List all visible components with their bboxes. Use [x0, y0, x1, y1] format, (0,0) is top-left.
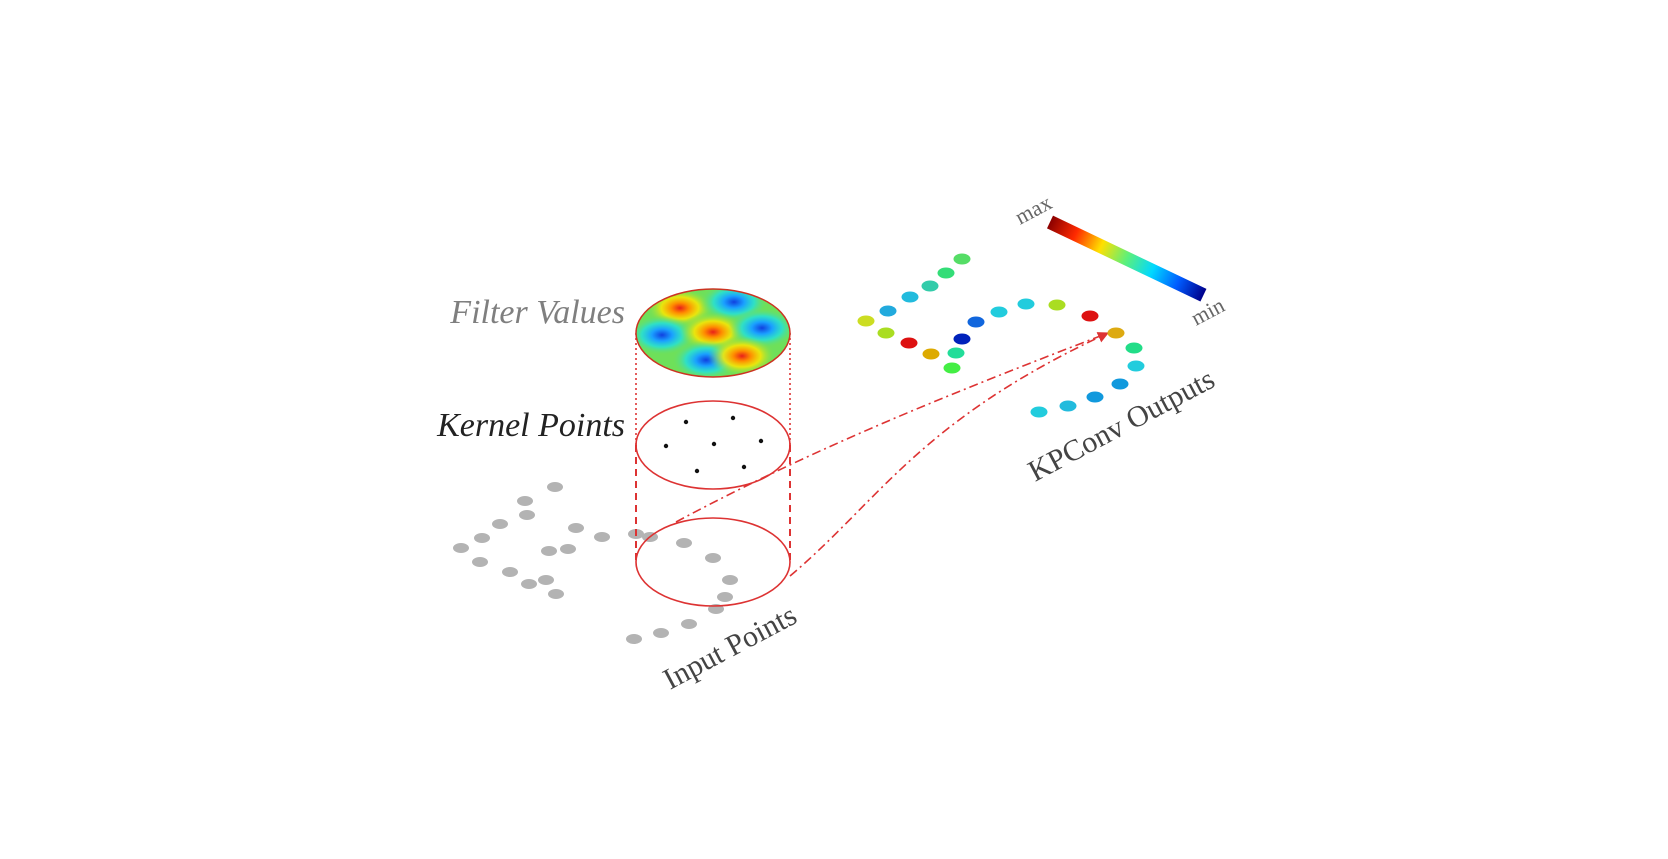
input-point [548, 589, 564, 599]
kernel-point [663, 443, 669, 449]
kernel-point [730, 415, 736, 421]
input-points-group [453, 482, 738, 644]
kpconv-output-point [901, 291, 919, 303]
input-point [492, 519, 508, 529]
input-point [453, 543, 469, 553]
kernel-points-label: Kernel Points [436, 407, 625, 444]
kpconv-output-point [953, 333, 971, 345]
input-points-label: Input Points [658, 599, 802, 697]
input-point [722, 575, 738, 585]
kernel-point [741, 464, 747, 470]
input-point [502, 567, 518, 577]
kpconv-output-point [879, 305, 897, 317]
filter-values-disc [635, 288, 791, 378]
kpconv-output-point [1125, 342, 1143, 354]
kernel-cylinder [635, 288, 791, 607]
input-point [626, 634, 642, 644]
kpconv-output-point [1048, 299, 1066, 311]
kernel-point [683, 419, 689, 425]
input-point [681, 619, 697, 629]
kpconv-output-point [1086, 391, 1104, 403]
input-point [521, 579, 537, 589]
input-point [568, 523, 584, 533]
filter-hot-blob [708, 336, 776, 376]
kpconv-output-point [922, 348, 940, 360]
connector-curve-upper [675, 332, 1109, 523]
input-point [560, 544, 576, 554]
input-point [538, 575, 554, 585]
kernel-point [694, 468, 700, 474]
colorbar-max-label: max [1011, 190, 1056, 230]
kpconv-output-point [1107, 327, 1125, 339]
input-point [517, 496, 533, 506]
input-point [717, 592, 733, 602]
connector-curve-lower [789, 332, 1110, 577]
kernel-points-group [663, 415, 764, 474]
kpconv-output-point [1059, 400, 1077, 412]
input-point [547, 482, 563, 492]
colorbar-min-label: min [1187, 292, 1229, 330]
input-point [519, 510, 535, 520]
input-point [594, 532, 610, 542]
input-point [541, 546, 557, 556]
input-neighborhood-disc [635, 517, 791, 607]
filter-disc-outline [635, 288, 791, 378]
input-point [653, 628, 669, 638]
filter-cold-blob [636, 315, 696, 355]
colorbar: max min [1011, 190, 1229, 331]
kpconv-output-point [900, 337, 918, 349]
kpconv-output-point [947, 347, 965, 359]
kpconv-output-point [1127, 360, 1145, 372]
kernel-point [711, 441, 717, 447]
input-point [676, 538, 692, 548]
kpconv-output-point [1111, 378, 1129, 390]
kpconv-output-point [943, 362, 961, 374]
colorbar-strip [1046, 215, 1207, 302]
input-point [472, 557, 488, 567]
kpconv-output-point [937, 267, 955, 279]
kpconv-output-point [877, 327, 895, 339]
kpconv-output-points-group [857, 253, 1145, 418]
kpconv-output-point [1081, 310, 1099, 322]
kpconv-output-point [1017, 298, 1035, 310]
input-point [474, 533, 490, 543]
filter-disc-field [636, 289, 790, 377]
kpconv-output-point [1030, 406, 1048, 418]
kpconv-output-point [953, 253, 971, 265]
kpconv-output-point [921, 280, 939, 292]
kpconv-output-point [990, 306, 1008, 318]
kernel-points-disc [635, 400, 791, 490]
kpconv-output-point [967, 316, 985, 328]
kernel-point [758, 438, 764, 444]
input-point [705, 553, 721, 563]
filter-values-label: Filter Values [449, 294, 625, 331]
kpconv-output-point [857, 315, 875, 327]
